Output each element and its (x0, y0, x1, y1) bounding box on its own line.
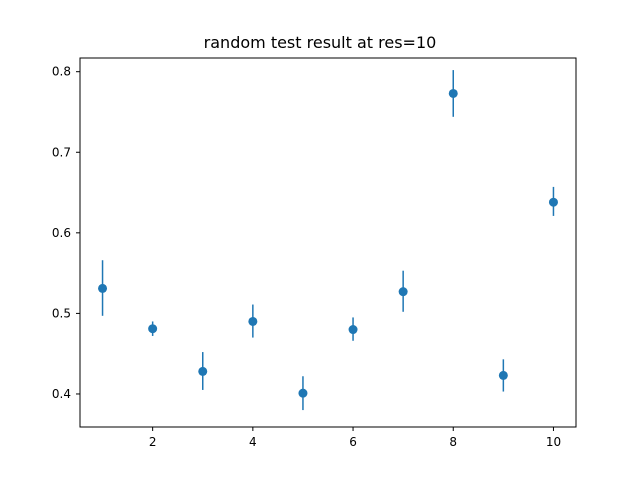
y-tick-label: 0.6 (52, 226, 71, 240)
data-point (548, 197, 558, 207)
data-point (448, 88, 458, 98)
data-point-group (198, 352, 208, 390)
data-point-group (498, 359, 508, 392)
y-tick-label: 0.4 (52, 387, 71, 401)
x-tick-label: 10 (546, 435, 561, 449)
plot-area (98, 70, 558, 411)
y-tick-label: 0.5 (52, 306, 71, 320)
y-tick-label: 0.8 (52, 65, 71, 79)
data-point (298, 388, 308, 398)
x-tick-label: 8 (449, 435, 457, 449)
axes: 2 4 6 8 10 0.4 0.5 0.6 0.7 0.8 (52, 57, 577, 449)
data-point-group (98, 260, 108, 316)
x-tick-label: 6 (349, 435, 357, 449)
y-tick-label: 0.7 (52, 145, 71, 159)
data-point (398, 287, 408, 297)
data-point (148, 324, 158, 334)
x-tick-label: 2 (149, 435, 157, 449)
x-tick-label: 4 (249, 435, 257, 449)
data-point-group (548, 186, 558, 216)
data-point-group (298, 376, 308, 411)
data-point-group (248, 304, 258, 338)
data-point-group (448, 70, 458, 117)
data-point (98, 283, 108, 293)
data-point-group (398, 270, 408, 312)
chart-title: random test result at res=10 (204, 33, 437, 52)
data-point (198, 366, 208, 376)
axes-frame (79, 57, 577, 428)
data-point (498, 370, 508, 380)
data-point-group (348, 317, 358, 341)
data-point (348, 325, 358, 335)
data-point-group (148, 321, 158, 336)
data-point (248, 316, 258, 326)
